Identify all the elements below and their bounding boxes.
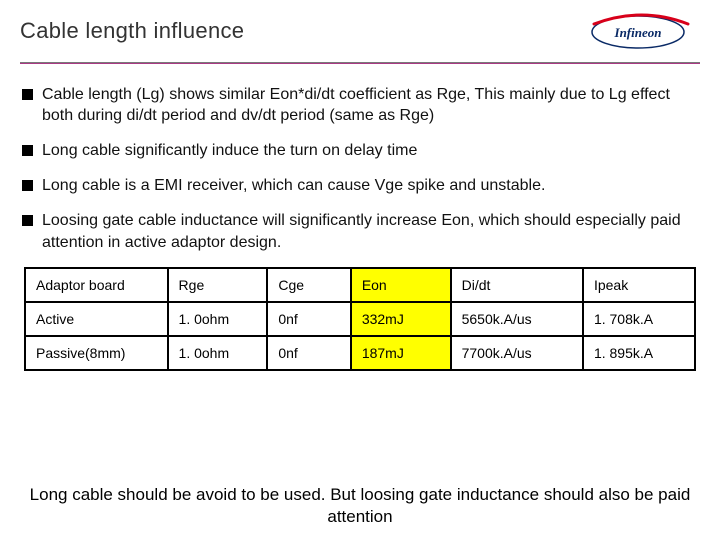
logo-text: Infineon [614,25,662,40]
table-header-cell: Di/dt [451,268,583,302]
table-row: Active 1. 0ohm 0nf 332mJ 5650k.A/us 1. 7… [25,302,695,336]
table-cell: 1. 895k.A [583,336,695,370]
bullet-item: Cable length (Lg) shows similar Eon*di/d… [22,84,698,126]
table-header-cell: Adaptor board [25,268,168,302]
table-header-cell: Cge [267,268,350,302]
table-cell: 1. 0ohm [168,302,268,336]
table-cell: 0nf [267,336,350,370]
table-cell: 1. 708k.A [583,302,695,336]
bullet-item: Long cable significantly induce the turn… [22,140,698,161]
table-cell: 1. 0ohm [168,336,268,370]
table-cell: 332mJ [351,302,451,336]
slide-body: Cable length (Lg) shows similar Eon*di/d… [0,70,720,371]
slide: Cable length influence Infineon Cable le… [0,0,720,540]
bullet-item: Loosing gate cable inductance will signi… [22,210,698,252]
table-header-row: Adaptor board Rge Cge Eon Di/dt Ipeak [25,268,695,302]
data-table: Adaptor board Rge Cge Eon Di/dt Ipeak Ac… [24,267,696,371]
table-cell: Passive(8mm) [25,336,168,370]
bullet-list: Cable length (Lg) shows similar Eon*di/d… [22,84,698,253]
table-cell: Active [25,302,168,336]
footer-note: Long cable should be avoid to be used. B… [0,484,720,528]
table-header-cell: Eon [351,268,451,302]
slide-header: Cable length influence Infineon [0,0,720,70]
header-rule [20,62,700,64]
table-row: Passive(8mm) 1. 0ohm 0nf 187mJ 7700k.A/u… [25,336,695,370]
table-cell: 187mJ [351,336,451,370]
table-cell: 0nf [267,302,350,336]
table-header-cell: Rge [168,268,268,302]
infineon-logo: Infineon [588,10,696,54]
table-cell: 7700k.A/us [451,336,583,370]
table-header-cell: Ipeak [583,268,695,302]
table-cell: 5650k.A/us [451,302,583,336]
bullet-item: Long cable is a EMI receiver, which can … [22,175,698,196]
